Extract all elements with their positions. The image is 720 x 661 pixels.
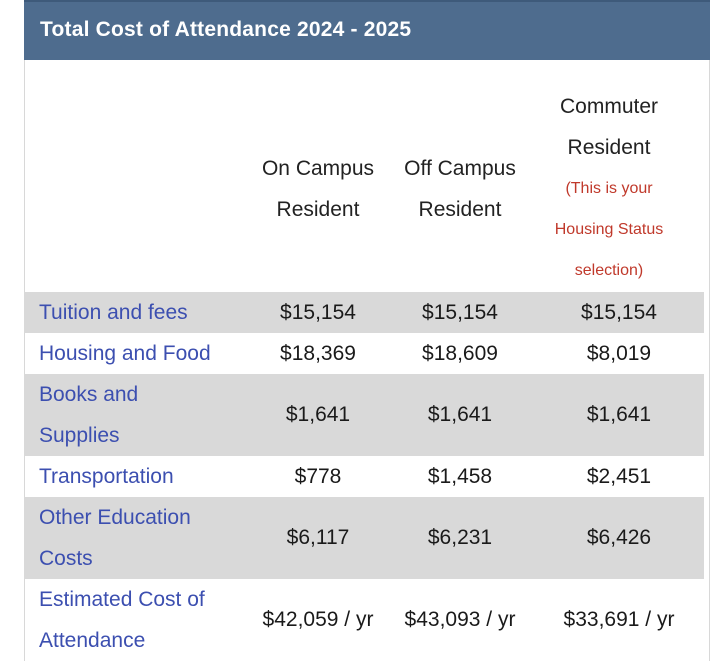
column-header-line: Resident (567, 136, 651, 159)
table-frame (24, 60, 710, 661)
row-label: Other Education Costs (24, 497, 250, 579)
column-header-line: Resident (276, 198, 360, 221)
table-header-bar: Total Cost of Attendance 2024 - 2025 (24, 0, 710, 60)
row-label-line: Attendance (39, 629, 146, 652)
value-commuter: $1,641 (586, 403, 652, 426)
value-on-campus: $18,369 (280, 341, 356, 365)
table-row-housing: Housing and Food $18,369 $18,609 $8,019 (24, 333, 704, 374)
column-header-line: Commuter (559, 95, 659, 118)
value-off-campus: $18,609 (422, 341, 498, 365)
value-on-campus: $42,059 / yr (262, 608, 374, 631)
row-label: Books and Supplies (24, 374, 250, 456)
row-label-line: Costs (39, 547, 93, 570)
table-row-transportation: Transportation $778 $1,458 $2,451 (24, 456, 704, 497)
value-off-campus: $6,231 (427, 526, 493, 549)
value-on-campus: $1,641 (285, 403, 351, 426)
table-row-total: Estimated Cost of Attendance $42,059 / y… (24, 579, 704, 661)
row-label: Housing and Food (39, 342, 211, 365)
value-commuter: $8,019 (586, 341, 652, 365)
housing-status-note: Housing Status (554, 221, 664, 238)
table-title: Total Cost of Attendance 2024 - 2025 (40, 18, 412, 41)
housing-status-note: selection) (574, 262, 644, 279)
value-on-campus: $6,117 (286, 526, 350, 549)
row-label-line: Supplies (39, 424, 120, 447)
value-commuter: $33,691 / yr (563, 608, 675, 631)
value-off-campus: $15,154 (422, 300, 498, 324)
table-row-books: Books and Supplies $1,641 $1,641 $1,641 (24, 374, 704, 456)
row-label-line: Books and (39, 383, 139, 406)
column-header-on-campus: On Campus Resident (250, 148, 386, 230)
value-on-campus: $778 (294, 464, 342, 488)
column-header-line: Resident (418, 198, 502, 221)
value-commuter: $15,154 (581, 300, 657, 324)
row-label: Estimated Cost of Attendance (24, 579, 250, 661)
column-header-off-campus: Off Campus Resident (386, 148, 534, 230)
table-row-other-education: Other Education Costs $6,117 $6,231 $6,4… (24, 497, 704, 579)
value-on-campus: $15,154 (280, 300, 356, 324)
value-off-campus: $1,458 (427, 464, 493, 488)
value-commuter: $2,451 (586, 464, 652, 488)
row-label: Tuition and fees (39, 301, 188, 324)
column-header-line: On Campus (261, 157, 375, 180)
row-label: Transportation (39, 465, 174, 488)
value-off-campus: $1,641 (427, 403, 493, 426)
column-header-line: Off Campus (404, 157, 516, 180)
column-header-commuter: Commuter Resident (This is your Housing … (534, 86, 684, 291)
row-label-line: Other Education (39, 506, 191, 529)
row-label-line: Estimated Cost of (39, 588, 205, 611)
value-commuter: $6,426 (586, 526, 652, 549)
table-row-tuition: Tuition and fees $15,154 $15,154 $15,154 (24, 292, 704, 333)
housing-status-note: (This is your (565, 180, 653, 197)
value-off-campus: $43,093 / yr (404, 608, 516, 631)
